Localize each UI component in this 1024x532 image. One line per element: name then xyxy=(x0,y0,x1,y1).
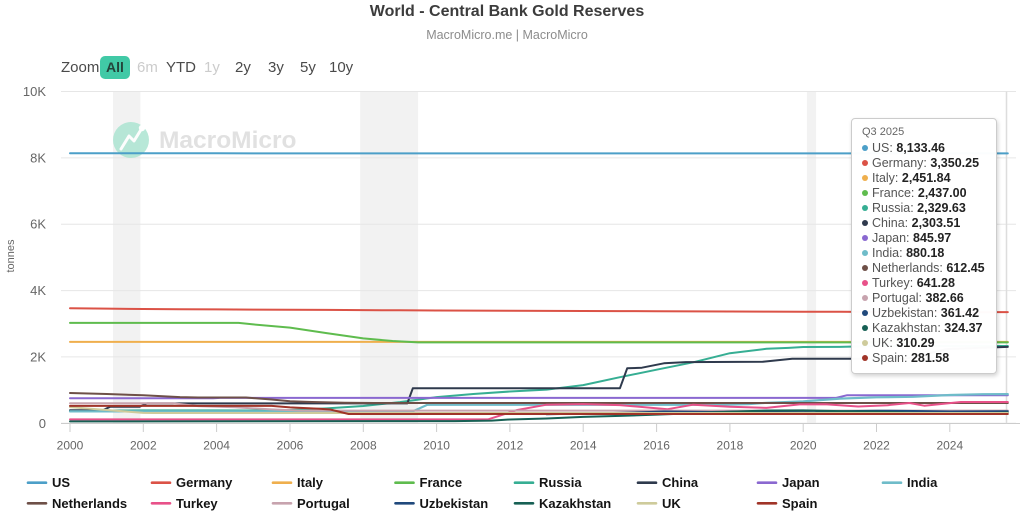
svg-text:Japan: Japan xyxy=(782,475,820,490)
svg-text:France: France xyxy=(420,475,463,490)
svg-text:6K: 6K xyxy=(30,217,46,232)
svg-text:Uzbekistan: Uzbekistan xyxy=(420,496,489,511)
svg-text:Spain: Spain xyxy=(782,496,817,511)
svg-text:2010: 2010 xyxy=(423,439,450,453)
svg-text:India: India xyxy=(907,475,938,490)
svg-text:tonnes: tonnes xyxy=(5,239,17,273)
svg-text:2016: 2016 xyxy=(643,439,670,453)
svg-text:8K: 8K xyxy=(30,150,46,165)
svg-text:Netherlands: Netherlands xyxy=(52,496,127,511)
svg-text:2018: 2018 xyxy=(717,439,744,453)
svg-text:Kazakhstan: Kazakhstan xyxy=(539,496,611,511)
svg-text:4K: 4K xyxy=(30,283,46,298)
svg-text:2002: 2002 xyxy=(130,439,157,453)
svg-text:Germany: Germany xyxy=(176,475,233,490)
svg-text:Russia: Russia xyxy=(539,475,582,490)
svg-text:2020: 2020 xyxy=(790,439,817,453)
svg-text:2012: 2012 xyxy=(497,439,524,453)
svg-text:2K: 2K xyxy=(30,349,46,364)
svg-text:UK: UK xyxy=(662,496,681,511)
svg-text:2024: 2024 xyxy=(936,439,963,453)
svg-text:2022: 2022 xyxy=(863,439,890,453)
svg-text:2000: 2000 xyxy=(57,439,84,453)
svg-text:Portugal: Portugal xyxy=(297,496,350,511)
svg-text:MacroMicro: MacroMicro xyxy=(159,127,297,154)
svg-text:China: China xyxy=(662,475,699,490)
svg-text:2008: 2008 xyxy=(350,439,377,453)
svg-text:2006: 2006 xyxy=(277,439,304,453)
svg-text:10K: 10K xyxy=(23,84,46,99)
svg-text:2004: 2004 xyxy=(203,439,230,453)
svg-text:Italy: Italy xyxy=(297,475,324,490)
svg-text:0: 0 xyxy=(39,416,46,431)
svg-text:US: US xyxy=(52,475,70,490)
svg-text:2014: 2014 xyxy=(570,439,597,453)
svg-text:Turkey: Turkey xyxy=(176,496,218,511)
